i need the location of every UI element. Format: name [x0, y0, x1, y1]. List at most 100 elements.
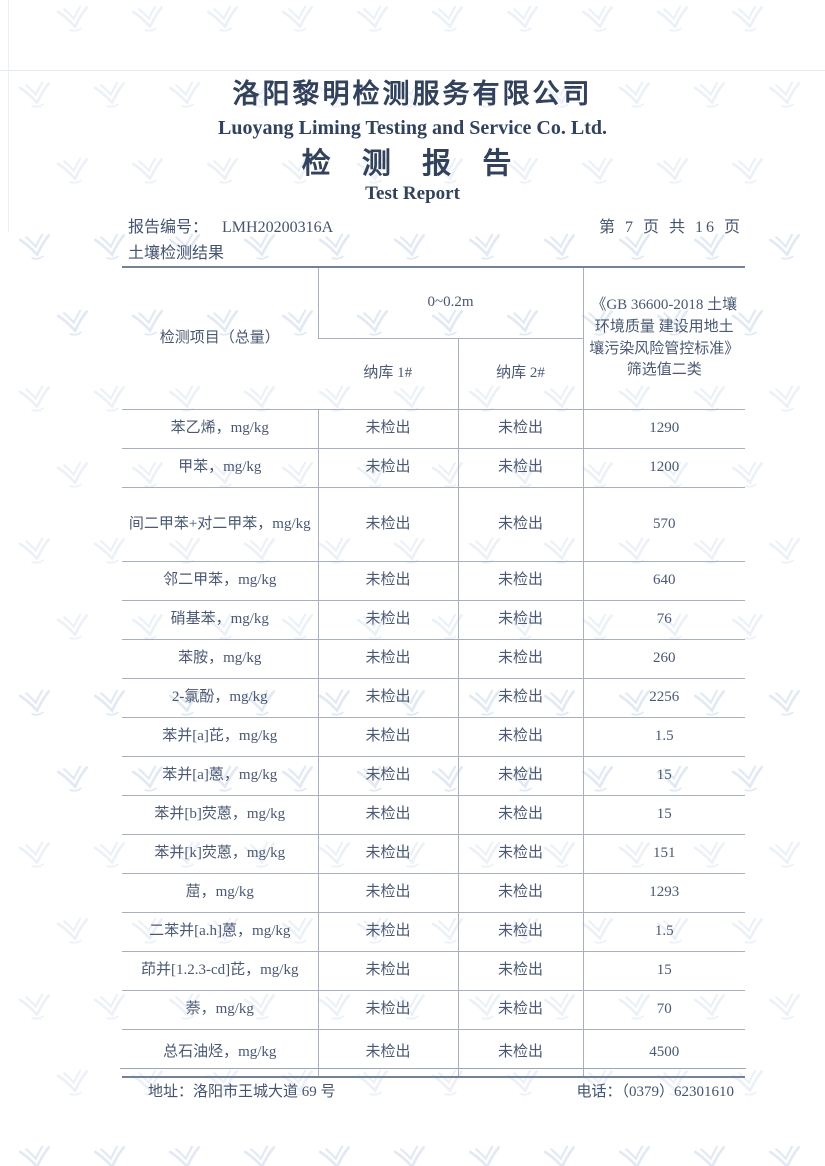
report-meta-row: 报告编号： LMH20200316A 第 7 页 共 16 页: [128, 213, 743, 237]
sample2-result-cell: 未检出: [457, 794, 584, 835]
sample1-result-cell: 未检出: [317, 989, 458, 1030]
document-header: 洛阳黎明检测服务有限公司 Luoyang Liming Testing and …: [0, 0, 825, 204]
report-number-label: 报告编号：: [128, 219, 209, 237]
item-cell: 邻二甲苯，mg/kg: [122, 560, 318, 601]
table-row: 二苯并[a.h]蒽，mg/kg 未检出 未检出 1.5: [122, 911, 746, 952]
table-row: 萘，mg/kg 未检出 未检出 70: [122, 989, 746, 1030]
item-cell: 苯并[k]荧蒽，mg/kg: [122, 833, 318, 874]
sample2-result-cell: 未检出: [457, 989, 584, 1030]
column-header-depth: 0~0.2m: [317, 266, 584, 339]
address-label: 地址：: [148, 1084, 194, 1100]
liming-chevron-logo-watermark-icon: [16, 1143, 56, 1166]
table-row: 苯并[k]荧蒽，mg/kg 未检出 未检出 151: [122, 833, 746, 874]
company-name-en: Luoyang Liming Testing and Service Co. L…: [218, 116, 607, 139]
sample1-result-cell: 未检出: [317, 911, 458, 952]
screening-limit-cell: 15: [582, 794, 746, 835]
item-cell: 2-氯酚，mg/kg: [122, 677, 318, 718]
scan-artifact-line: [0, 70, 825, 71]
sample2-result-cell: 未检出: [457, 872, 584, 913]
screening-limit-cell: 76: [582, 599, 746, 640]
table-row: 苯乙烯，mg/kg 未检出 未检出 1290: [122, 408, 746, 449]
liming-chevron-logo-watermark-icon: [391, 1143, 431, 1166]
page-info: 第 7 页 共 16 页: [598, 219, 743, 237]
liming-chevron-logo-watermark-icon: [166, 1143, 206, 1166]
item-cell: 苯并[a]蒽，mg/kg: [122, 755, 318, 796]
report-title-en: Test Report: [365, 182, 460, 204]
screening-limit-cell: 570: [582, 486, 746, 562]
screening-limit-cell: 260: [582, 638, 746, 679]
company-name-cn: 洛阳黎明检测服务有限公司: [232, 79, 593, 109]
sample2-result-cell: 未检出: [457, 638, 584, 679]
table-row: 邻二甲苯，mg/kg 未检出 未检出 640: [122, 560, 746, 601]
phone-label: 电话：: [576, 1084, 622, 1100]
report-title-cn: 检 测 报 告: [301, 147, 524, 180]
document-footer: 地址：洛阳市王城大道 69 号 电话：（0379）62301610: [120, 1068, 746, 1101]
sample2-result-cell: 未检出: [457, 408, 584, 449]
screening-limit-cell: 1293: [582, 872, 746, 913]
item-cell: 间二甲苯+对二甲苯，mg/kg: [122, 486, 318, 562]
screening-limit-cell: 1.5: [582, 911, 746, 952]
sample1-result-cell: 未检出: [317, 716, 458, 757]
sample2-result-cell: 未检出: [457, 950, 584, 991]
liming-chevron-logo-watermark-icon: [616, 1143, 656, 1166]
footer-address: 地址：洛阳市王城大道 69 号: [120, 1080, 336, 1101]
screening-limit-cell: 70: [582, 989, 746, 1030]
sample1-result-cell: 未检出: [317, 638, 458, 679]
sample1-result-cell: 未检出: [317, 408, 458, 449]
item-cell: 苯并[b]荧蒽，mg/kg: [122, 794, 318, 835]
column-header-sample1: 纳库 1#: [318, 337, 458, 410]
table-row: 甲苯，mg/kg 未检出 未检出 1200: [122, 447, 746, 488]
liming-chevron-logo-watermark-icon: [91, 1143, 131, 1166]
column-header-sample2: 纳库 2#: [457, 337, 584, 410]
address-value: 洛阳市王城大道 69 号: [193, 1084, 336, 1100]
liming-chevron-logo-watermark-icon: [316, 1143, 356, 1166]
table-row: 苯胺，mg/kg 未检出 未检出 260: [122, 638, 746, 679]
screening-limit-cell: 151: [582, 833, 746, 874]
sample1-result-cell: 未检出: [317, 599, 458, 640]
liming-chevron-logo-watermark-icon: [541, 1143, 581, 1166]
sample2-result-cell: 未检出: [457, 833, 584, 874]
item-cell: 硝基苯，mg/kg: [122, 599, 318, 640]
item-cell: 苯乙烯，mg/kg: [122, 408, 318, 449]
item-cell: 甲苯，mg/kg: [122, 447, 318, 488]
screening-limit-cell: 1200: [582, 447, 746, 488]
table-row: 茚并[1.2.3-cd]芘，mg/kg 未检出 未检出 15: [122, 950, 746, 991]
sample2-result-cell: 未检出: [457, 447, 584, 488]
sample1-result-cell: 未检出: [317, 447, 458, 488]
liming-chevron-logo-watermark-icon: [766, 1143, 806, 1166]
item-cell: 萘，mg/kg: [122, 989, 318, 1030]
document-content: 洛阳黎明检测服务有限公司 Luoyang Liming Testing and …: [0, 0, 825, 1079]
screening-limit-cell: 15: [582, 950, 746, 991]
report-number-value: LMH20200316A: [222, 219, 334, 237]
liming-chevron-logo-watermark-icon: [691, 1143, 731, 1166]
sample2-result-cell: 未检出: [457, 486, 584, 562]
item-cell: 苯胺，mg/kg: [122, 638, 318, 679]
sample2-result-cell: 未检出: [457, 677, 584, 718]
sample1-result-cell: 未检出: [317, 872, 458, 913]
table-row: 2-氯酚，mg/kg 未检出 未检出 2256: [122, 677, 746, 718]
item-cell: 苯并[a]芘，mg/kg: [122, 716, 318, 757]
phone-value: （0379）62301610: [621, 1084, 734, 1100]
table-row: 间二甲苯+对二甲苯，mg/kg 未检出 未检出 570: [122, 486, 746, 562]
sample2-result-cell: 未检出: [457, 599, 584, 640]
screening-limit-cell: 1290: [582, 408, 746, 449]
sample1-result-cell: 未检出: [317, 794, 458, 835]
column-header-item: 检测项目（总量）: [122, 266, 318, 410]
table-row: 苯并[a]芘，mg/kg 未检出 未检出 1.5: [122, 716, 746, 757]
scan-artifact-line: [8, 0, 9, 232]
footer-phone: 电话：（0379）62301610: [576, 1080, 746, 1101]
sample2-result-cell: 未检出: [457, 716, 584, 757]
results-table-head: 检测项目（总量） 0~0.2m 《GB 36600-2018 土壤环境质量 建设…: [122, 266, 746, 410]
liming-chevron-logo-watermark-icon: [241, 1143, 281, 1166]
table-row: 苯并[a]蒽，mg/kg 未检出 未检出 15: [122, 755, 746, 796]
report-number: 报告编号： LMH20200316A: [128, 213, 333, 237]
screening-limit-cell: 15: [582, 755, 746, 796]
results-table-body: 苯乙烯，mg/kg 未检出 未检出 1290 甲苯，mg/kg 未检出 未检出 1200 间二甲…: [122, 408, 746, 1079]
table-row: 硝基苯，mg/kg 未检出 未检出 76: [122, 599, 746, 640]
table-row: 䓛，mg/kg 未检出 未检出 1293: [122, 872, 746, 913]
section-title: 土壤检测结果: [128, 245, 225, 263]
table-header-row-1: 检测项目（总量） 0~0.2m 《GB 36600-2018 土壤环境质量 建设…: [122, 266, 746, 410]
sample1-result-cell: 未检出: [317, 833, 458, 874]
column-header-standard: 《GB 36600-2018 土壤环境质量 建设用地土壤污染风险管控标准》筛选值…: [582, 266, 746, 410]
